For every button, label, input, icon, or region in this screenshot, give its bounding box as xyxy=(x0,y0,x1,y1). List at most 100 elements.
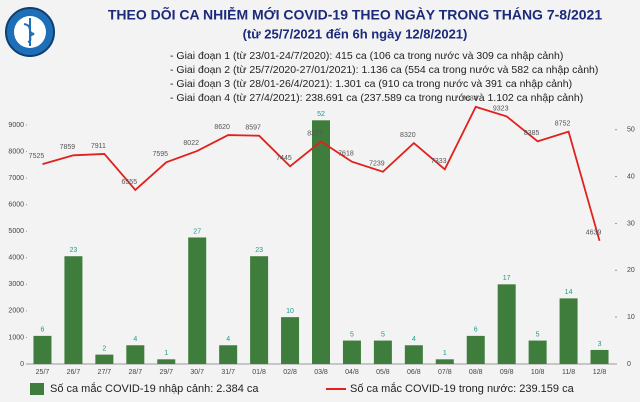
bar-value-label: 6 xyxy=(41,327,45,334)
bar-value-label: 10 xyxy=(286,308,294,315)
line-value-label: 8377 xyxy=(307,130,323,137)
y-tick-label: 7000 xyxy=(8,175,24,182)
line-value-label: 8752 xyxy=(555,120,571,127)
legend-swatch xyxy=(30,383,44,395)
bar xyxy=(404,345,423,364)
bar-value-label: 17 xyxy=(503,275,511,282)
y2-tick-label: 10 xyxy=(627,314,635,321)
y2-tick-label: 20 xyxy=(627,267,635,274)
x-tick-label: 03/8 xyxy=(314,369,328,376)
x-tick-label: 01/8 xyxy=(252,369,266,376)
x-tick-label: 09/8 xyxy=(500,369,514,376)
line-value-label: 7239 xyxy=(369,161,385,168)
y-tick-label: 6000 xyxy=(8,202,24,209)
y-tick-label: 8000 xyxy=(8,148,24,155)
bar-value-label: 5 xyxy=(381,331,385,338)
x-tick-label: 02/8 xyxy=(283,369,297,376)
bar-value-label: 5 xyxy=(350,331,354,338)
x-tick-label: 28/7 xyxy=(129,369,143,376)
x-tick-label: 31/7 xyxy=(221,369,235,376)
x-tick-label: 30/7 xyxy=(190,369,204,376)
x-tick-label: 10/8 xyxy=(531,369,545,376)
x-tick-label: 08/8 xyxy=(469,369,483,376)
line-value-label: 7859 xyxy=(60,144,76,151)
line-value-label: 7618 xyxy=(338,151,354,158)
bar xyxy=(281,317,300,364)
bar-value-label: 52 xyxy=(317,111,325,118)
bar xyxy=(157,359,176,364)
bar xyxy=(126,345,145,364)
line-value-label: 6555 xyxy=(122,179,138,186)
bar xyxy=(497,284,516,364)
bar-value-label: 5 xyxy=(536,331,540,338)
line-value-label: 8597 xyxy=(245,125,261,132)
line-value-label: 7333 xyxy=(431,158,447,165)
bar-value-label: 23 xyxy=(70,247,78,254)
x-tick-label: 12/8 xyxy=(593,369,607,376)
line-value-label: 8385 xyxy=(524,130,540,137)
bar-value-label: 23 xyxy=(255,247,263,254)
bar xyxy=(312,120,330,365)
x-tick-label: 25/7 xyxy=(36,369,50,376)
bar-value-label: 27 xyxy=(193,228,201,235)
line-value-label: 8620 xyxy=(214,124,230,131)
y2-tick-label: 0 xyxy=(627,361,631,368)
line-value-label: 9323 xyxy=(493,105,509,112)
line-value-label: 8320 xyxy=(400,132,416,139)
note: - Giai đoạn 4 (từ 27/4/2021): 238.691 ca… xyxy=(170,92,583,104)
bar xyxy=(219,345,238,364)
chart-title: THEO DÕI CA NHIỄM MỚI COVID-19 THEO NGÀY… xyxy=(108,6,602,23)
line-value-label: 4639 xyxy=(586,230,602,237)
x-tick-label: 05/8 xyxy=(376,369,390,376)
bar xyxy=(188,237,207,364)
bar xyxy=(435,359,454,364)
y-tick-label: 0 xyxy=(20,361,24,368)
line-value-label: 7595 xyxy=(152,151,168,158)
legend-label: Số ca mắc COVID-19 nhập cảnh: 2.384 ca xyxy=(50,382,259,395)
bar xyxy=(466,335,485,364)
bar-value-label: 1 xyxy=(164,350,168,357)
bar xyxy=(559,298,578,364)
bar xyxy=(590,349,609,364)
bar-value-label: 4 xyxy=(226,336,230,343)
y-tick-label: 1000 xyxy=(8,334,24,341)
legend-label: Số ca mắc COVID-19 trong nước: 239.159 c… xyxy=(350,382,575,395)
x-tick-label: 04/8 xyxy=(345,369,359,376)
bar-value-label: 4 xyxy=(412,336,416,343)
logo xyxy=(5,7,55,57)
x-tick-label: 07/8 xyxy=(438,369,452,376)
x-tick-label: 26/7 xyxy=(67,369,81,376)
bar-value-label: 2 xyxy=(102,345,106,352)
bar xyxy=(33,335,52,364)
line-value-label: 8022 xyxy=(183,140,199,147)
y-tick-label: 4000 xyxy=(8,255,24,262)
note: - Giai đoạn 2 (từ 25/7/2020-27/01/2021):… xyxy=(170,64,598,76)
line xyxy=(42,105,601,242)
bar xyxy=(342,340,361,364)
x-tick-label: 06/8 xyxy=(407,369,421,376)
note: - Giai đoạn 3 (từ 28/01-26/4/2021): 1.30… xyxy=(170,78,572,90)
y-tick-label: 2000 xyxy=(8,308,24,315)
plot: 0100020003000400050006000700080009000010… xyxy=(8,96,635,395)
bar-value-label: 14 xyxy=(565,289,573,296)
bar xyxy=(95,354,114,364)
x-tick-label: 11/8 xyxy=(562,369,575,376)
note: - Giai đoạn 1 (từ 23/01-24/7/2020): 415 … xyxy=(170,50,563,62)
bar-value-label: 1 xyxy=(443,350,447,357)
y-tick-label: 3000 xyxy=(8,281,24,288)
y-tick-label: 9000 xyxy=(8,122,24,129)
line-value-label: 7525 xyxy=(29,153,45,160)
bar-value-label: 3 xyxy=(598,341,602,348)
bar xyxy=(250,256,269,364)
y2-tick-label: 40 xyxy=(627,173,635,180)
x-tick-label: 29/7 xyxy=(159,369,173,376)
line-value-label: 7911 xyxy=(91,143,106,150)
line-value-label: 9684 xyxy=(462,96,478,103)
bar-value-label: 6 xyxy=(474,327,478,334)
bar xyxy=(528,340,547,364)
y2-tick-label: 50 xyxy=(627,127,635,134)
notes: - Giai đoạn 1 (từ 23/01-24/7/2020): 415 … xyxy=(170,50,598,104)
line-value-label: 7445 xyxy=(276,155,292,162)
chart-subtitle: (từ 25/7/2021 đến 6h ngày 12/8/2021) xyxy=(243,26,468,41)
